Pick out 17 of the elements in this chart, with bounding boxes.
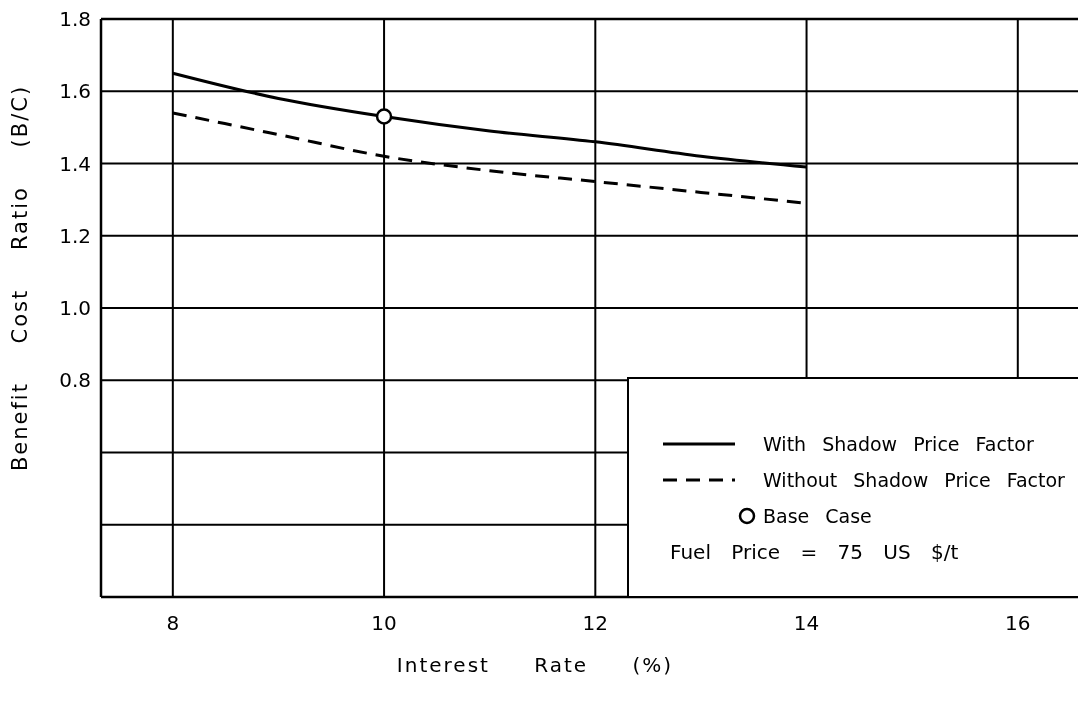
- legend-label: Base Case: [763, 505, 872, 527]
- x-tick-label: 10: [371, 611, 397, 635]
- legend-label: Without Shadow Price Factor: [763, 469, 1066, 491]
- y-tick-label: 0.8: [59, 368, 91, 393]
- y-tick-label: 1.0: [59, 296, 91, 320]
- x-tick-label: 8: [166, 611, 180, 635]
- x-tick-label: 14: [793, 611, 820, 635]
- y-tick-label: 1.8: [59, 7, 91, 31]
- y-tick-label: 1.6: [59, 79, 91, 104]
- y-tick-label: 1.4: [59, 151, 91, 176]
- y-axis-title: Benefit Cost Ratio (B/C): [8, 84, 32, 472]
- y-tick-label: 1.2: [59, 223, 91, 248]
- x-tick-label: 16: [1005, 611, 1031, 635]
- x-tick-label: 12: [582, 611, 609, 635]
- legend-label: With Shadow Price Factor: [763, 433, 1034, 455]
- x-axis-title: Interest Rate (%): [396, 653, 674, 677]
- annotation: Fuel Price = 75 US $/t: [670, 540, 959, 564]
